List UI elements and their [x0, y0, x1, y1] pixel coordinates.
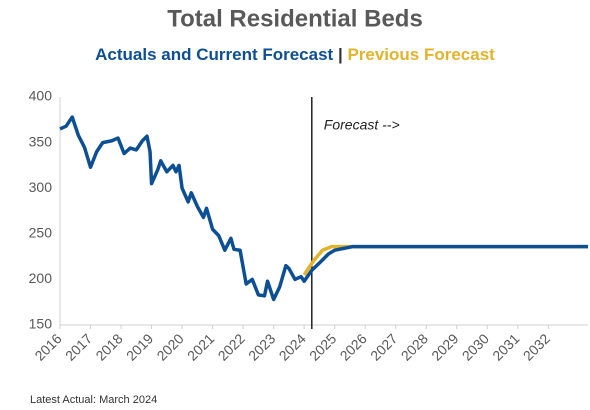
annotation: Forecast --> — [324, 117, 400, 133]
x-tick-label: 2023 — [245, 330, 278, 363]
x-tick-label: 2031 — [489, 330, 522, 363]
x-tick-label: 2016 — [31, 330, 64, 363]
x-tick-label: 2021 — [184, 330, 217, 363]
x-tick-label: 2022 — [215, 330, 248, 363]
x-tick-label: 2025 — [306, 330, 339, 363]
y-tick-label: 150 — [29, 316, 53, 332]
y-tick-label: 400 — [29, 88, 53, 104]
footnote: Latest Actual: March 2024 — [30, 394, 157, 406]
x-tick-label: 2024 — [276, 330, 309, 363]
x-tick-label: 2028 — [398, 330, 431, 363]
y-tick-label: 200 — [29, 270, 53, 286]
x-tick-label: 2027 — [367, 330, 400, 363]
chart-title: Total Residential Beds — [167, 5, 423, 32]
y-tick-label: 350 — [29, 133, 53, 149]
legend-entry: Actuals and Current Forecast — [95, 45, 333, 64]
x-tick-label: 2030 — [459, 330, 492, 363]
legend-separator: | — [338, 45, 343, 64]
legend-entry: Previous Forecast — [347, 45, 495, 64]
line-series — [59, 115, 588, 302]
x-tick-label: 2017 — [62, 330, 95, 363]
x-tick-label: 2020 — [153, 330, 186, 363]
x-tick-label: 2018 — [92, 330, 125, 363]
legend: Actuals and Current Forecast | Previous … — [95, 45, 495, 64]
line-series — [302, 244, 588, 276]
x-tick-label: 2032 — [520, 330, 553, 363]
x-tick-label: 2029 — [428, 330, 461, 363]
y-tick-label: 300 — [29, 179, 53, 195]
x-tick-label: 2019 — [123, 330, 156, 363]
x-tick-label: 2026 — [337, 330, 370, 363]
y-tick-label: 250 — [29, 225, 53, 241]
